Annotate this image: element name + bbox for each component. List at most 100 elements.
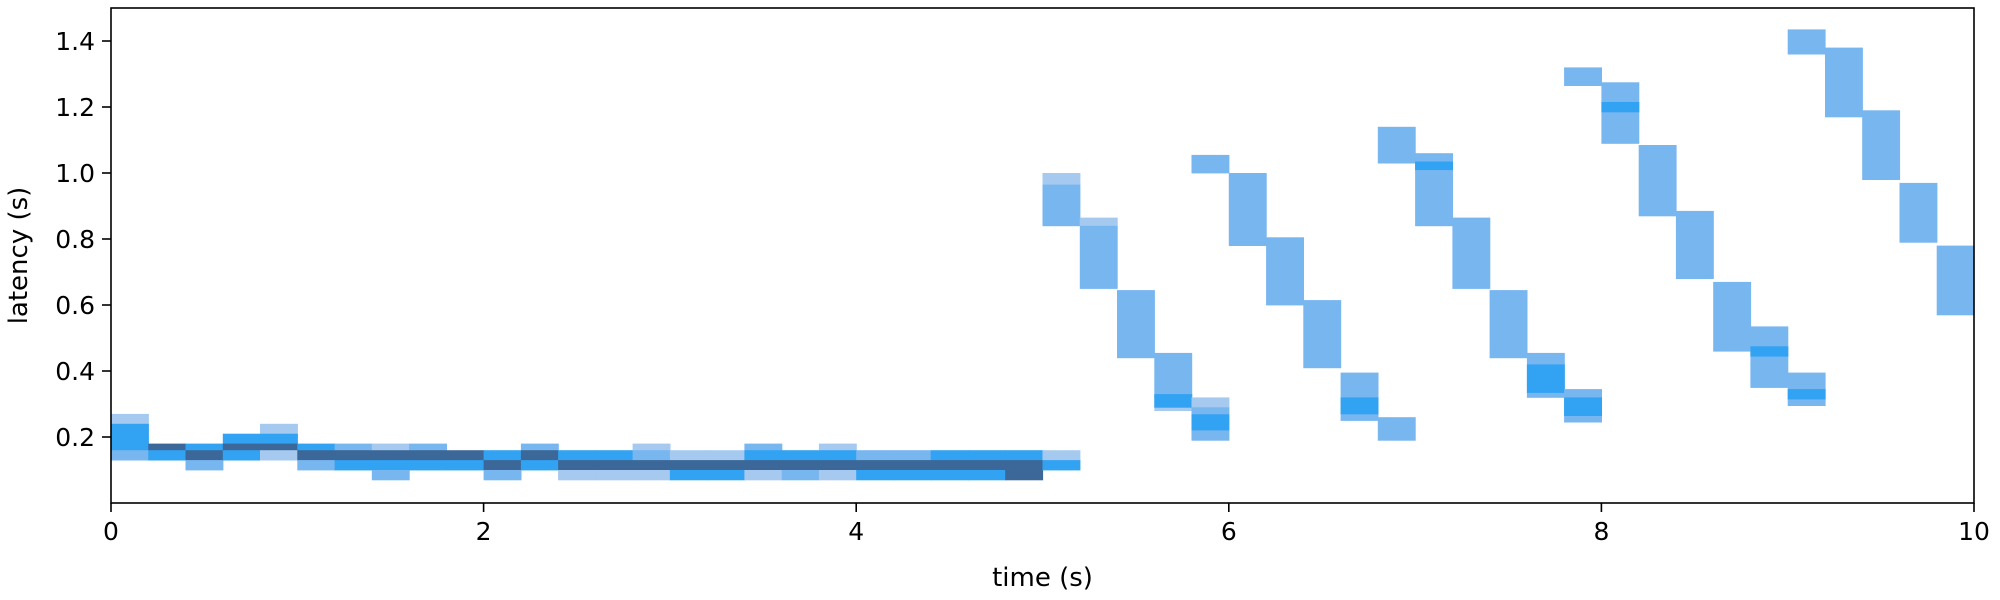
heatmap-bin <box>1191 154 1230 174</box>
heatmap-bin <box>409 450 447 461</box>
heatmap-bin <box>893 450 932 461</box>
heatmap-bin <box>1489 290 1528 359</box>
heatmap-bin <box>334 460 373 471</box>
heatmap-bin <box>893 470 932 481</box>
heatmap-bin <box>744 460 783 471</box>
heatmap-bin <box>1191 397 1230 408</box>
heatmap-bin <box>930 470 969 481</box>
y-tick-label: 0.6 <box>55 291 95 320</box>
heatmap-bin <box>1377 126 1416 164</box>
heatmap-bin <box>371 443 410 451</box>
heatmap-bin <box>1042 173 1081 185</box>
heatmap-bin <box>148 443 187 451</box>
heatmap-bin <box>1638 145 1677 217</box>
heatmap-bin <box>446 450 485 461</box>
heatmap-bin <box>483 460 522 471</box>
heatmap-bin <box>1526 364 1565 393</box>
heatmap-bin <box>632 450 671 461</box>
heatmap-bin <box>1750 326 1789 388</box>
heatmap-bin <box>744 443 783 451</box>
heatmap-bin <box>1079 217 1118 227</box>
heatmap-bin <box>968 460 1006 471</box>
heatmap-bin <box>595 460 634 471</box>
heatmap-bin <box>1750 346 1789 357</box>
heatmap-bin <box>1042 460 1081 471</box>
heatmap-bin <box>297 450 336 461</box>
heatmap-bin <box>260 450 298 461</box>
heatmap-bin <box>930 450 969 461</box>
heatmap-bin <box>1713 281 1752 352</box>
heatmap-bin <box>260 443 298 451</box>
y-tick-label: 0.4 <box>55 357 95 386</box>
heatmap-bin <box>483 450 522 461</box>
heatmap-bin <box>260 433 298 444</box>
heatmap-bin <box>1191 430 1230 441</box>
heatmap-bin <box>781 460 820 471</box>
heatmap-bin <box>1340 397 1379 415</box>
heatmap-bin <box>856 460 895 471</box>
heatmap-bin <box>371 470 410 481</box>
x-tick-label: 8 <box>1593 517 1609 546</box>
heatmap-bin <box>856 450 895 461</box>
heatmap-bin <box>930 460 969 471</box>
heatmap-bin <box>1564 67 1602 86</box>
heatmap-bin <box>1415 161 1453 171</box>
heatmap-bin <box>818 450 857 461</box>
heatmap-bin <box>1787 389 1826 400</box>
heatmap-bin <box>595 470 634 481</box>
heatmap-bin <box>781 470 820 481</box>
heatmap-bin <box>669 470 708 481</box>
y-tick-label: 1.2 <box>55 93 95 122</box>
y-axis-label: latency (s) <box>4 187 34 325</box>
heatmap-bin <box>297 443 336 451</box>
heatmap-bin <box>222 443 261 451</box>
heatmap-bin <box>1117 290 1155 359</box>
heatmap-bin <box>1042 184 1081 227</box>
heatmap-bin <box>818 443 857 451</box>
y-tick-label: 1.4 <box>55 27 95 56</box>
heatmap-bin <box>520 443 559 451</box>
heatmap-bin <box>185 443 224 451</box>
x-axis-ticks: 0 2 4 6 8 10 <box>103 503 1990 546</box>
x-tick-label: 0 <box>103 517 119 546</box>
heatmap-bin <box>111 423 149 451</box>
x-tick-label: 2 <box>476 517 492 546</box>
heatmap-bin <box>856 470 895 481</box>
heatmap-bin <box>1899 182 1938 243</box>
y-tick-label: 0.2 <box>55 423 95 452</box>
heatmap-bin <box>632 460 671 471</box>
heatmap-bin <box>1452 217 1491 289</box>
heatmap-bin <box>632 470 671 481</box>
heatmap-bin <box>409 460 447 471</box>
heatmap-bin <box>1005 470 1044 481</box>
heatmap-bin <box>968 450 1006 461</box>
heatmap-bin <box>1191 413 1230 431</box>
heatmap-bin <box>1079 225 1118 289</box>
y-tick-label: 0.8 <box>55 225 95 254</box>
heatmap-bin <box>558 460 596 471</box>
heatmap-bin <box>1228 173 1267 246</box>
heatmap-bin <box>371 450 410 461</box>
heatmap-bin <box>669 450 708 461</box>
heatmap-bin <box>1564 397 1602 416</box>
heatmap-bin <box>1191 407 1230 415</box>
heatmap-bin <box>1675 210 1714 279</box>
x-axis-label: time (s) <box>992 563 1093 593</box>
heatmap-bin <box>222 450 261 461</box>
heatmap-bin <box>260 423 298 435</box>
heatmap-bin <box>334 443 373 451</box>
heatmap-bin <box>297 460 336 471</box>
heatmap-bin <box>185 460 224 471</box>
heatmap-bin <box>669 460 708 471</box>
heatmap-bin <box>595 450 634 461</box>
heatmap-bin <box>781 450 820 461</box>
heatmap-bin <box>334 450 373 461</box>
x-tick-label: 4 <box>848 517 864 546</box>
heatmap-bin <box>1601 82 1640 144</box>
heatmap-bin <box>1154 394 1193 408</box>
heatmap-bin <box>1787 29 1826 55</box>
heatmap-bin <box>1005 450 1044 461</box>
heatmap-bin <box>1825 47 1863 118</box>
x-tick-label: 10 <box>1958 517 1990 546</box>
heatmap-bin <box>558 450 596 461</box>
